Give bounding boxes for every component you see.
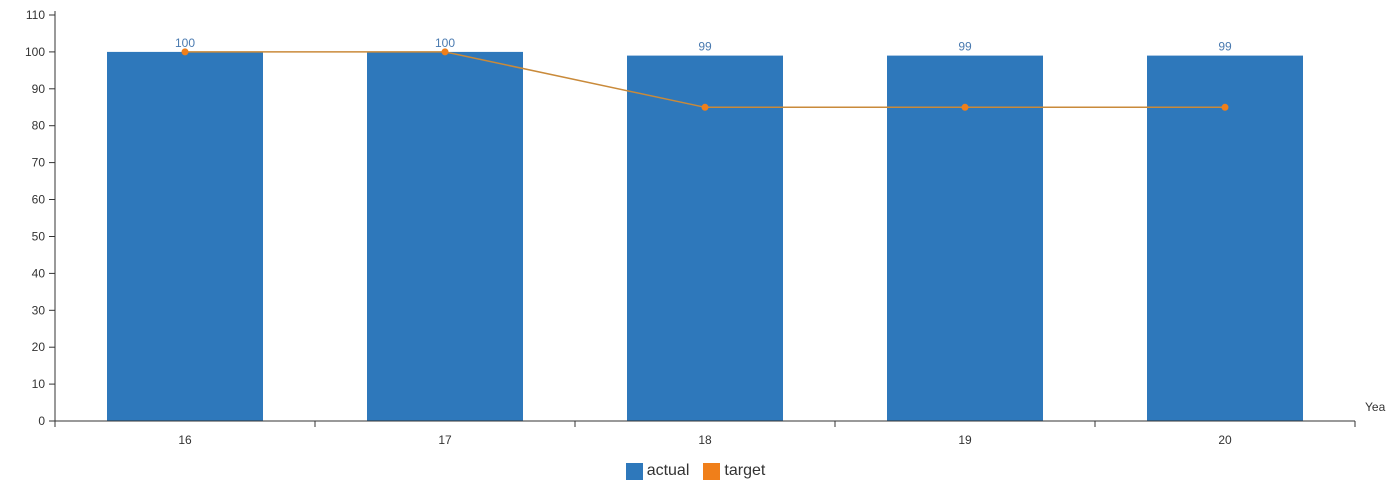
y-tick-label-30: 30	[32, 303, 46, 317]
legend-swatch-actual	[625, 462, 643, 480]
bar-actual-17	[367, 51, 523, 422]
data-label-19: 99	[958, 40, 972, 54]
point-target-19	[961, 103, 969, 111]
y-tick-label-50: 50	[32, 230, 46, 244]
x-tick-label-16: 16	[178, 433, 192, 447]
x-tick-label-19: 19	[958, 433, 972, 447]
data-label-17: 100	[435, 36, 455, 50]
y-tick-label-0: 0	[38, 414, 45, 428]
y-tick-label-20: 20	[32, 340, 46, 354]
x-tick-label-18: 18	[698, 433, 712, 447]
y-tick-label-40: 40	[32, 266, 46, 280]
x-axis-title: Yea	[1365, 400, 1386, 414]
data-label-20: 99	[1218, 40, 1232, 54]
bar-actual-19	[887, 55, 1043, 421]
data-label-18: 99	[698, 40, 712, 54]
chart-plot: 100 100 99 99 99 0 10 20 30 40 50 60 70 80 90 100 110 16 1…	[25, 8, 1386, 447]
x-tick-label-17: 17	[438, 433, 452, 447]
point-target-17	[441, 48, 449, 56]
legend-swatch-target	[703, 462, 721, 480]
legend-label-actual: actual	[646, 462, 690, 479]
y-tick-label-110: 110	[26, 8, 45, 22]
point-target-20	[1221, 103, 1229, 111]
y-tick-label-70: 70	[32, 156, 46, 170]
y-tick-label-100: 100	[25, 45, 45, 59]
point-target-16	[181, 48, 189, 56]
data-label-16: 100	[175, 36, 195, 50]
x-tick-label-20: 20	[1218, 433, 1232, 447]
y-tick-label-80: 80	[32, 119, 46, 133]
y-tick-label-10: 10	[32, 377, 46, 391]
y-tick-label-90: 90	[32, 82, 46, 96]
bar-actual-18	[627, 55, 783, 421]
legend-label-target: target	[724, 462, 766, 479]
legend-item-target[interactable]: target	[703, 462, 765, 480]
bar-actual-16	[107, 51, 263, 422]
bar-actual-20	[1147, 55, 1303, 421]
legend: actual target	[0, 462, 1391, 480]
point-target-18	[701, 103, 709, 111]
y-tick-label-60: 60	[32, 193, 46, 207]
legend-item-actual[interactable]: actual	[625, 462, 690, 480]
